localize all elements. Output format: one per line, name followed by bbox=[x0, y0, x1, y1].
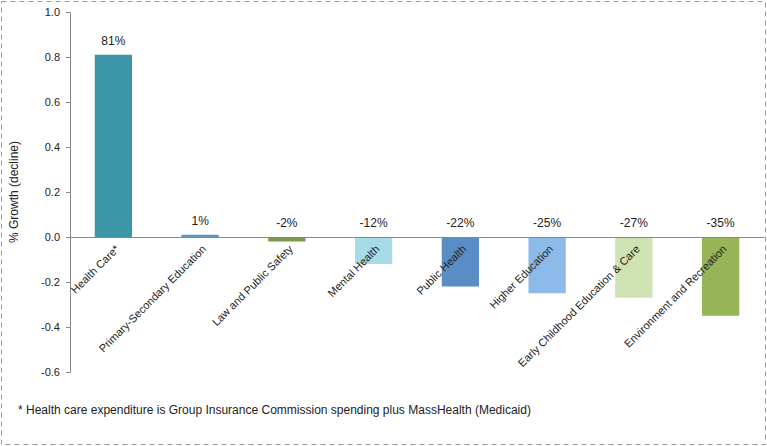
data-label: -2% bbox=[276, 216, 298, 230]
y-tick: -0.4 bbox=[41, 321, 70, 333]
y-tick-mark bbox=[66, 237, 70, 238]
y-tick-label: -0.2 bbox=[41, 276, 60, 288]
data-labels: 81% 1% -2% -12% -22% -25% -27% -35% bbox=[101, 34, 735, 230]
frame-border bbox=[2, 2, 766, 445]
data-label: -25% bbox=[533, 216, 561, 230]
chart: -0.6 -0.4 -0.2 0.0 0.2 0.4 0.6 0.8 1.0 Health Car… bbox=[0, 0, 767, 446]
x-tick: Mental Health bbox=[325, 243, 381, 299]
data-label: 1% bbox=[191, 214, 209, 228]
y-axis: -0.6 -0.4 -0.2 0.0 0.2 0.4 0.6 0.8 1.0 bbox=[41, 6, 70, 378]
y-tick: -0.6 bbox=[41, 366, 70, 378]
x-axis: Health Care*Primary-Secondary EducationL… bbox=[68, 238, 764, 370]
y-tick-label: -0.6 bbox=[41, 366, 60, 378]
y-tick-mark bbox=[66, 102, 70, 103]
y-tick: 0.2 bbox=[45, 186, 70, 198]
y-tick: -0.2 bbox=[41, 276, 70, 288]
x-tick: Law and Public Safety bbox=[210, 242, 296, 328]
x-tick-label: Mental Health bbox=[325, 243, 381, 299]
x-tick: Public Health bbox=[414, 243, 468, 297]
data-label: -27% bbox=[620, 216, 648, 230]
x-tick: Environment and Recreation bbox=[622, 243, 729, 350]
x-tick: Health Care* bbox=[68, 242, 122, 296]
y-tick-label: 0.6 bbox=[45, 96, 60, 108]
y-tick-mark bbox=[66, 57, 70, 58]
y-axis-line bbox=[66, 13, 71, 373]
bar bbox=[181, 235, 218, 237]
y-tick-mark bbox=[66, 282, 70, 283]
y-tick: 0.8 bbox=[45, 51, 70, 63]
y-axis-title: % Growth (decline) bbox=[7, 141, 21, 243]
x-axis-line bbox=[71, 237, 765, 238]
y-tick: 1.0 bbox=[45, 6, 70, 18]
x-tick: Higher Education bbox=[487, 243, 555, 311]
footnote: * Health care expenditure is Group Insur… bbox=[18, 403, 531, 417]
bars bbox=[95, 55, 740, 316]
y-tick-mark bbox=[66, 192, 70, 193]
x-tick: Primary-Secondary Education bbox=[96, 243, 208, 355]
y-tick-mark bbox=[66, 327, 70, 328]
y-tick: 0.6 bbox=[45, 96, 70, 108]
x-tick-label: Early Childhood Education & Care bbox=[515, 243, 642, 370]
y-tick-label: 0.0 bbox=[45, 231, 60, 243]
x-tick-label: Public Health bbox=[414, 243, 468, 297]
x-tick-label: Environment and Recreation bbox=[622, 243, 729, 350]
y-tick-label: 0.2 bbox=[45, 186, 60, 198]
bar bbox=[95, 55, 132, 237]
data-label: 81% bbox=[101, 34, 125, 48]
x-tick-label: Law and Public Safety bbox=[210, 242, 296, 328]
x-tick: Early Childhood Education & Care bbox=[515, 243, 642, 370]
y-tick-label: 1.0 bbox=[45, 6, 60, 18]
y-tick-mark bbox=[66, 372, 70, 373]
data-label: -12% bbox=[360, 216, 388, 230]
y-tick: 0.0 bbox=[45, 231, 70, 243]
data-label: -22% bbox=[446, 216, 474, 230]
y-tick-label: 0.8 bbox=[45, 51, 60, 63]
y-tick-label: 0.4 bbox=[45, 141, 60, 153]
x-tick-label: Health Care* bbox=[68, 242, 122, 296]
y-tick-mark bbox=[66, 12, 70, 13]
y-tick-label: -0.4 bbox=[41, 321, 60, 333]
y-tick-mark bbox=[66, 147, 70, 148]
x-tick-label: Higher Education bbox=[487, 243, 555, 311]
y-tick: 0.4 bbox=[45, 141, 70, 153]
data-label: -35% bbox=[707, 216, 735, 230]
x-tick-label: Primary-Secondary Education bbox=[96, 243, 208, 355]
